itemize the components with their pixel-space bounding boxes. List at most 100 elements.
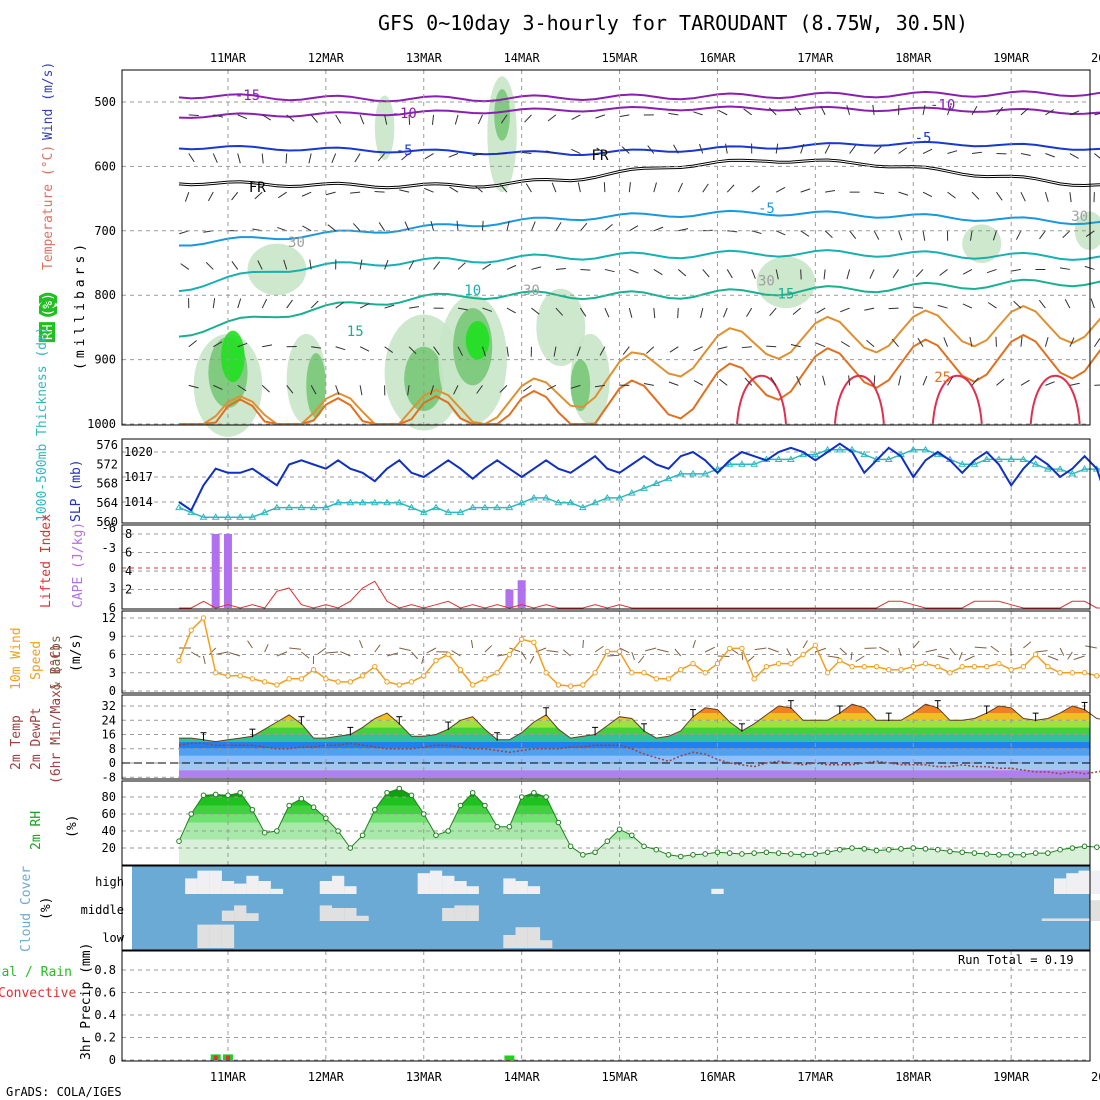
wind-barb — [717, 346, 728, 350]
surface-wind-barb — [326, 651, 339, 654]
contour-label: 30 — [758, 274, 775, 290]
wind-barb — [792, 307, 801, 315]
wind-barb — [922, 104, 926, 115]
wind-barb — [408, 260, 415, 270]
surface-wind-barb — [529, 655, 535, 664]
rh-point — [1008, 852, 1014, 858]
wind-speed-point — [629, 670, 635, 676]
wind-speed-point — [225, 673, 231, 679]
surface-wind-barb — [470, 639, 474, 649]
panel-frame — [121, 694, 1091, 780]
wind-barb — [472, 153, 483, 157]
surface-wind-barb — [958, 651, 963, 660]
wind-speed-point — [971, 663, 978, 670]
rh-point — [372, 806, 378, 813]
wind-barb — [500, 184, 508, 193]
wind-barb — [800, 269, 802, 280]
wind-barb — [1045, 109, 1055, 116]
wind-barb — [286, 299, 293, 309]
cloud-block — [221, 881, 235, 894]
wind-speed-point — [678, 667, 684, 673]
panel-frame — [121, 438, 1091, 524]
wind-speed-point — [1094, 673, 1100, 679]
wind-barb — [1094, 112, 1100, 116]
precip-tick-label: 0.6 — [94, 986, 116, 1000]
panel-frame — [121, 950, 1091, 1062]
surface-wind-barb — [839, 647, 848, 655]
pressure-tick-label: 1000 — [87, 417, 116, 431]
wind-speed-point — [616, 648, 623, 655]
surface-wind-barb — [827, 655, 840, 659]
cloud-block — [246, 875, 259, 894]
surface-wind-barb — [202, 655, 206, 665]
rh-point — [739, 851, 745, 857]
wind-barb — [668, 381, 679, 386]
date-label-bottom: 13MAR — [406, 1070, 443, 1084]
wind-barb — [433, 346, 440, 356]
wind-speed-point — [1045, 663, 1051, 670]
slp-line — [178, 442, 1100, 512]
wind-speed-point — [959, 663, 965, 670]
wind-barb — [277, 226, 287, 232]
thickness-tick-label: 572 — [96, 457, 118, 471]
rh-point — [800, 852, 806, 858]
isotherm-loop — [931, 374, 983, 425]
wind-barb — [996, 378, 1005, 386]
cloud-block — [1078, 918, 1091, 921]
wind-barb — [188, 114, 199, 117]
wind-speed-point — [739, 645, 745, 652]
isotherm-line — [179, 304, 1100, 426]
wind-speed-point — [996, 660, 1002, 667]
wind-barb — [506, 346, 509, 357]
rh-shading — [221, 330, 245, 383]
wind-barb — [523, 384, 532, 392]
cloud-row-label: high — [95, 875, 124, 889]
date-label-bottom: 14MAR — [504, 1070, 541, 1084]
thickness-point — [603, 493, 612, 501]
wind-barb — [922, 148, 933, 154]
surface-wind-barb — [754, 647, 767, 651]
wind-barb — [726, 269, 733, 279]
rh-point — [726, 850, 733, 856]
wind-barb — [775, 230, 786, 236]
rh-tick-label: 60 — [102, 807, 116, 821]
precip-run-total: Run Total = 0.19 — [958, 953, 1074, 967]
date-label-top: 16MAR — [699, 51, 736, 65]
surface-wind-barb — [399, 647, 411, 651]
panel-frame — [121, 69, 1091, 426]
slp-thickness-panel: 1014 1017 1020 560 564 568 572 576 — [96, 438, 1100, 529]
wind-barb — [947, 105, 952, 116]
wind-barb — [1020, 153, 1031, 156]
rh-point — [249, 806, 256, 813]
wind-barb — [482, 346, 486, 357]
wind-barb — [995, 336, 997, 347]
surface-wind-barb — [289, 647, 302, 650]
surface-wind-barb — [619, 647, 630, 654]
date-label-bottom: 12MAR — [308, 1070, 345, 1084]
rh-point — [763, 849, 770, 856]
rh-point — [812, 851, 819, 857]
wind-speed-point — [898, 667, 904, 673]
wind-barb — [1059, 267, 1070, 270]
wind-barb — [971, 191, 980, 200]
wind-barb — [629, 225, 639, 232]
wind-speed-point — [323, 676, 329, 682]
thickness-point — [260, 508, 269, 515]
cloud-block — [258, 881, 271, 894]
rh-point — [849, 845, 855, 851]
wind-barb — [873, 375, 876, 386]
cape-ylabels: Lifted Index CAPE (J/kg) — [39, 514, 86, 608]
cloud-block — [209, 924, 222, 948]
wind-barb — [971, 377, 979, 386]
wind-barb — [286, 385, 294, 394]
wind-barb — [205, 262, 214, 270]
thickness-point — [530, 493, 538, 501]
cloud-block — [270, 888, 284, 894]
wind-barb — [913, 306, 924, 309]
rh-point — [359, 832, 366, 839]
thickness-point — [419, 508, 428, 515]
wind-barb — [424, 187, 434, 193]
date-label-top: 17MAR — [797, 51, 834, 65]
wind-barb — [1093, 338, 1100, 347]
rh-point — [947, 848, 953, 855]
